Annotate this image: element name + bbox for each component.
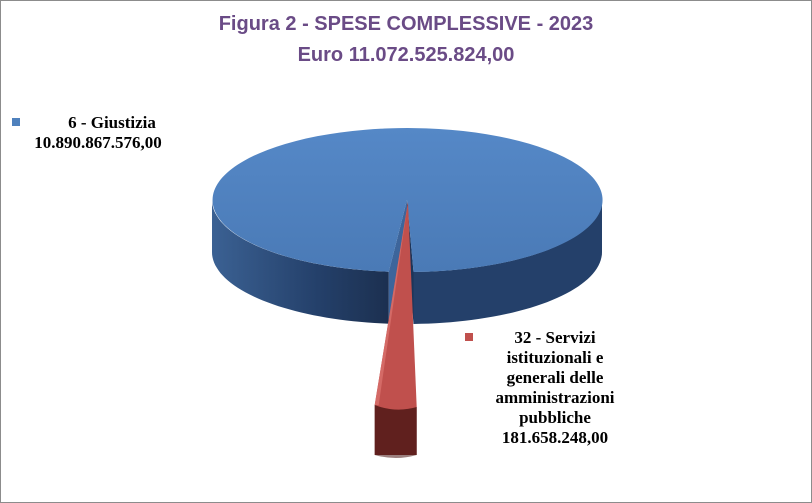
legend-marker-servizi — [465, 333, 473, 341]
slice-label-servizi: 32 - Servizi istituzionali e generali de… — [470, 328, 640, 448]
main-slice-giustizia — [212, 128, 603, 272]
slice-name-servizi-line-2: istituzionali e — [506, 348, 604, 367]
slice-value-servizi: 181.658.248,00 — [501, 428, 609, 447]
slice-name-giustizia: 6 - Giustizia — [68, 113, 156, 132]
main-slice-side-right — [413, 200, 602, 324]
slice-label-giustizia: 6 - Giustizia 10.890.867.576,00 — [22, 113, 202, 153]
chart-subtitle: Euro 11.072.525.824,00 — [297, 44, 515, 66]
slice-name-servizi-line-3: generali delle — [506, 368, 604, 387]
chart-title: Figura 2 - SPESE COMPLESSIVE - 2023 — [218, 13, 594, 35]
slice-name-servizi-line-4: amministrazioni — [495, 388, 615, 407]
small-slice-front-wall-shade — [374, 405, 417, 458]
small-slice-highlight — [374, 202, 408, 405]
slice-name-servizi-line-1: 32 - Servizi — [514, 328, 596, 347]
main-slice-side-left — [212, 200, 389, 324]
slice-name-servizi-line-5: pubbliche — [519, 408, 591, 427]
slice-value-giustizia: 10.890.867.576,00 — [34, 133, 162, 152]
legend-marker-giustizia — [12, 118, 20, 126]
